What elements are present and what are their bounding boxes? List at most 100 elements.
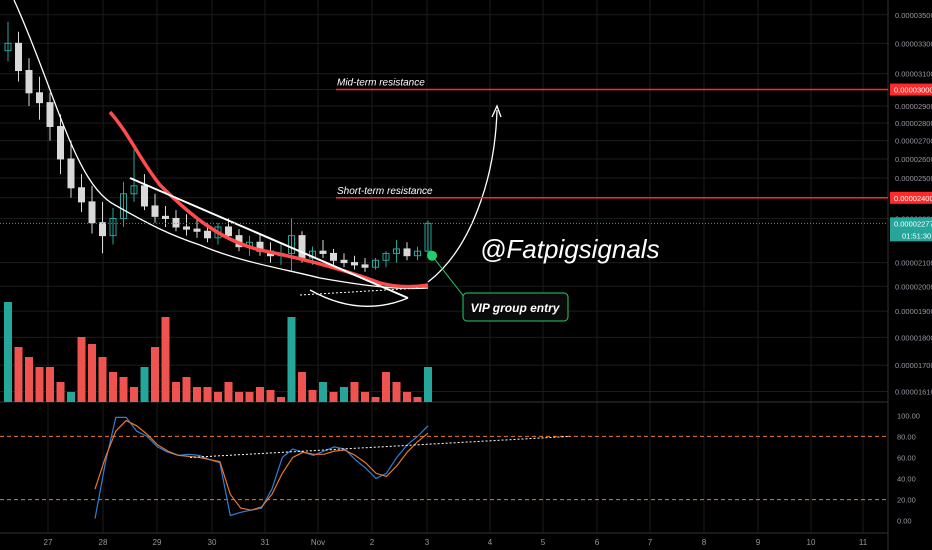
volume-bar [172, 382, 180, 402]
candle-body [298, 235, 306, 259]
time-tick-label: 10 [807, 538, 816, 547]
volume-bar [298, 372, 306, 402]
resistance-price-tag-text: 0.00003000 [894, 86, 932, 95]
volume-bar [350, 382, 359, 402]
volume-bar [329, 392, 338, 402]
candle-body [88, 201, 96, 224]
stoch-tick-label: 100.00 [897, 411, 920, 420]
countdown-text: 01:51:30 [902, 231, 931, 240]
resistance-label: Mid-term resistance [337, 78, 425, 89]
price-tick-label: 0.00003300 [895, 39, 932, 48]
volume-bar [256, 387, 264, 402]
price-tick-label: 0.00002000 [895, 282, 932, 291]
volume-bar [77, 337, 86, 402]
time-tick-label: 31 [261, 538, 270, 547]
time-tick-label: 7 [648, 538, 653, 547]
price-tick-label: 0.00002900 [895, 102, 932, 111]
volume-bar [266, 390, 275, 402]
candle-body [403, 248, 411, 257]
grid-lines [0, 0, 889, 550]
entry-marker [427, 250, 437, 261]
price-tick-label: 0.00003100 [895, 70, 932, 79]
downtrend-line [129, 177, 409, 299]
candle-body [130, 185, 138, 195]
volume-bar [287, 317, 296, 402]
candle-body [36, 92, 43, 104]
volume-bar [98, 357, 107, 402]
stoch-tick-label: 40.00 [897, 475, 916, 484]
stoch-tick-label: 0.00 [897, 517, 912, 526]
volume-bar [88, 344, 96, 402]
entry-label-box [462, 292, 569, 322]
volume-bar [140, 367, 149, 402]
volume-bar [4, 302, 12, 402]
volume-bar [224, 382, 233, 402]
volume-bar [35, 367, 44, 402]
resistance-price-tag-text: 0.00002400 [894, 194, 932, 203]
candle-body [141, 185, 148, 207]
volume-bar [130, 387, 138, 402]
candle-body [25, 70, 33, 94]
time-axis[interactable]: 27 28 29 30 31 Nov 2 3 4 5 6 7 8 9 10 11 [44, 538, 868, 547]
candle-body [288, 235, 295, 254]
candle-body [67, 158, 75, 189]
stoch-tick-label: 20.00 [897, 496, 916, 505]
current-price-tag [890, 217, 932, 242]
price-tick-label: 0.00002100 [895, 259, 932, 268]
time-tick-label: 27 [44, 538, 53, 547]
time-tick-label: 6 [595, 538, 600, 547]
rounded-bottom-curve [309, 289, 409, 307]
arrow-head-icon [491, 104, 502, 118]
volume-bar [214, 392, 222, 402]
stoch-trend-dotted-line [189, 435, 571, 458]
price-tick-label: 0.00002800 [895, 119, 932, 128]
candle-body [351, 262, 358, 266]
candle-body [15, 42, 22, 72]
volume-bar [182, 377, 191, 402]
candle-body [372, 259, 379, 268]
time-tick-label: 28 [99, 538, 108, 547]
volume-bar [161, 317, 170, 402]
volume-bar [424, 367, 432, 402]
candle-body [4, 42, 12, 52]
price-tick-label: 0.00001610 [895, 387, 932, 396]
candle-body [382, 252, 390, 261]
stoch-d-line [94, 419, 429, 511]
candle-body [57, 125, 64, 160]
candle-body [78, 187, 85, 203]
volume-bar [382, 372, 390, 402]
price-tick-label: 0.00002600 [895, 155, 932, 164]
time-tick-label: 11 [859, 538, 868, 547]
ema-line [13, 0, 429, 290]
stoch-tick-label: 60.00 [897, 453, 916, 462]
volume-bar [109, 372, 117, 402]
candle-body [361, 264, 369, 268]
volume-bar [319, 382, 327, 402]
stoch-tick-label: 80.00 [897, 432, 916, 441]
candle-body [99, 222, 106, 237]
price-axis[interactable]: 0.00003500 0.00003300 0.00003100 0.00003000… [890, 11, 932, 397]
volume-bars [4, 302, 432, 402]
price-tick-label: 0.00002500 [895, 174, 932, 183]
volume-bar [392, 382, 401, 402]
volume-bar [56, 382, 65, 402]
candle-body [424, 222, 432, 252]
candle-body [151, 205, 159, 217]
candle-body [183, 226, 190, 230]
time-tick-label: 30 [208, 538, 217, 547]
candle-body [340, 259, 348, 264]
stochastic-panel: 100.00 80.00 60.00 40.00 20.00 0.00 [0, 411, 920, 526]
candle-body [109, 217, 117, 237]
candlestick-series [4, 21, 432, 272]
time-tick-label: 9 [756, 538, 761, 547]
resistance-label: Short-term resistance [337, 186, 433, 197]
candle-body [414, 250, 421, 257]
volume-bar [413, 397, 422, 402]
current-price-text: 0.00002277 [894, 219, 932, 228]
candle-body [46, 102, 54, 127]
stoch-k-line [94, 416, 429, 519]
volume-bar [46, 367, 54, 402]
candle-body [162, 215, 169, 219]
volume-bar [14, 347, 23, 402]
